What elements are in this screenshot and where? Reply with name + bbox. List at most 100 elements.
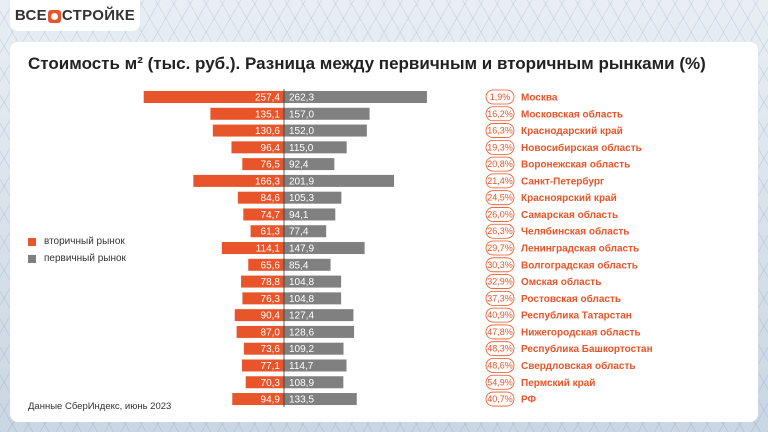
difference-badge: [485, 257, 515, 273]
bar-primary: [284, 208, 336, 221]
bar-primary: [284, 359, 347, 372]
region-label: Свердловская область: [521, 360, 636, 372]
difference-badge: [485, 290, 515, 306]
bar-primary: [284, 292, 342, 305]
region-label: Ленинградская область: [521, 243, 639, 255]
difference-badge: [485, 89, 515, 105]
difference-label: 32,9%: [487, 277, 513, 287]
region-label: РФ: [521, 395, 537, 406]
difference-badge: [485, 341, 515, 357]
difference-label: 16,2%: [487, 109, 513, 119]
label-secondary: 130,6: [255, 126, 280, 137]
legend-swatch: [28, 254, 36, 263]
label-primary: 201,9: [289, 176, 314, 187]
difference-badge: [485, 139, 515, 155]
label-secondary: 114,1: [256, 244, 281, 255]
legend-primary: первичный рынок: [28, 253, 126, 264]
region-label: Волгоградская область: [521, 259, 638, 271]
bar-primary: [284, 107, 370, 120]
bar-secondary: [212, 124, 284, 137]
label-primary: 127,4: [289, 311, 314, 322]
label-primary: 104,8: [289, 294, 314, 305]
label-secondary: 61,3: [261, 227, 281, 238]
region-label: Красноярский край: [521, 193, 617, 204]
label-primary: 262,3: [289, 93, 314, 104]
difference-label: 29,7%: [487, 243, 513, 253]
bar-secondary: [243, 208, 284, 221]
bar-primary: [284, 141, 347, 154]
label-primary: 115,0: [289, 143, 314, 154]
logo-mark: [47, 10, 61, 23]
bar-secondary: [245, 376, 284, 389]
bar-primary: [284, 158, 335, 171]
bar-secondary: [221, 242, 284, 255]
label-secondary: 84,6: [261, 193, 281, 204]
bar-secondary: [241, 275, 284, 288]
footer-source: Данные СберИндекс, июнь 2023: [28, 401, 172, 412]
legend-label: вторичный рынок: [44, 236, 125, 247]
difference-label: 40,9%: [487, 310, 513, 320]
logo: ВСЕ СТРОЙКЕ: [10, 0, 140, 31]
label-secondary: 73,6: [261, 344, 281, 355]
difference-badge: [485, 123, 515, 138]
label-secondary: 76,3: [261, 294, 281, 305]
difference-label: 19,3%: [487, 142, 513, 152]
bar-secondary: [250, 225, 284, 238]
label-secondary: 77,1: [261, 361, 281, 372]
label-secondary: 94,9: [261, 395, 281, 406]
bar-primary: [284, 258, 331, 271]
label-secondary: 65,6: [261, 260, 281, 271]
difference-badge: [485, 374, 515, 390]
bar-primary: [284, 191, 342, 204]
bar-primary: [284, 91, 427, 103]
region-label: Челябинская область: [521, 226, 629, 238]
bar-secondary: [210, 107, 284, 120]
legend-secondary: вторичный рынок: [28, 236, 125, 247]
bar-primary: [284, 124, 367, 137]
bar-secondary: [248, 258, 284, 271]
region-label: Воронежская область: [521, 159, 630, 171]
chart-title: Стоимость м² (тыс. руб.). Разница между …: [28, 54, 706, 73]
bar-secondary: [236, 325, 284, 338]
bar-primary: [284, 309, 354, 322]
difference-badge: [485, 324, 515, 340]
bar-primary: [284, 275, 342, 288]
bar-secondary: [231, 141, 284, 154]
label-primary: 85,4: [289, 260, 309, 271]
chart-card: [10, 42, 758, 422]
difference-label: 16,3%: [487, 126, 513, 136]
difference-badge: [485, 240, 515, 256]
region-label: Омская область: [521, 276, 601, 288]
region-label: Краснодарский край: [521, 126, 623, 137]
difference-badge: [485, 207, 515, 222]
region-label: Санкт-Петербург: [521, 175, 604, 187]
label-primary: 105,3: [289, 193, 314, 204]
difference-label: 48,3%: [487, 344, 513, 354]
difference-badge: [485, 156, 515, 172]
bar-primary: [284, 225, 327, 238]
difference-label: 30,3%: [487, 260, 513, 270]
region-label: Нижегородская область: [521, 326, 641, 338]
bar-secondary: [242, 158, 284, 171]
label-secondary: 76,5: [261, 160, 281, 171]
bar-primary: [284, 174, 395, 187]
label-secondary: 96,4: [261, 143, 281, 154]
bar-secondary: [241, 359, 284, 372]
region-label: Республика Башкортостан: [521, 343, 653, 355]
label-secondary: 90,4: [261, 311, 281, 322]
label-primary: 77,4: [289, 227, 309, 238]
difference-label: 20,8%: [487, 159, 513, 169]
region-label: Новосибирская область: [521, 142, 642, 154]
difference-badge: [485, 391, 515, 407]
label-primary: 108,9: [289, 378, 314, 389]
difference-label: 24,5%: [487, 193, 513, 203]
label-secondary: 87,0: [261, 327, 281, 338]
region-label: Самарская область: [521, 209, 618, 221]
region-label: Республика Татарстан: [521, 310, 632, 322]
bar-secondary: [243, 342, 284, 355]
difference-label: 21,4%: [487, 176, 513, 186]
legend-label: первичный рынок: [44, 253, 126, 264]
bar-secondary: [242, 292, 284, 305]
region-label: Пермский край: [521, 378, 595, 389]
